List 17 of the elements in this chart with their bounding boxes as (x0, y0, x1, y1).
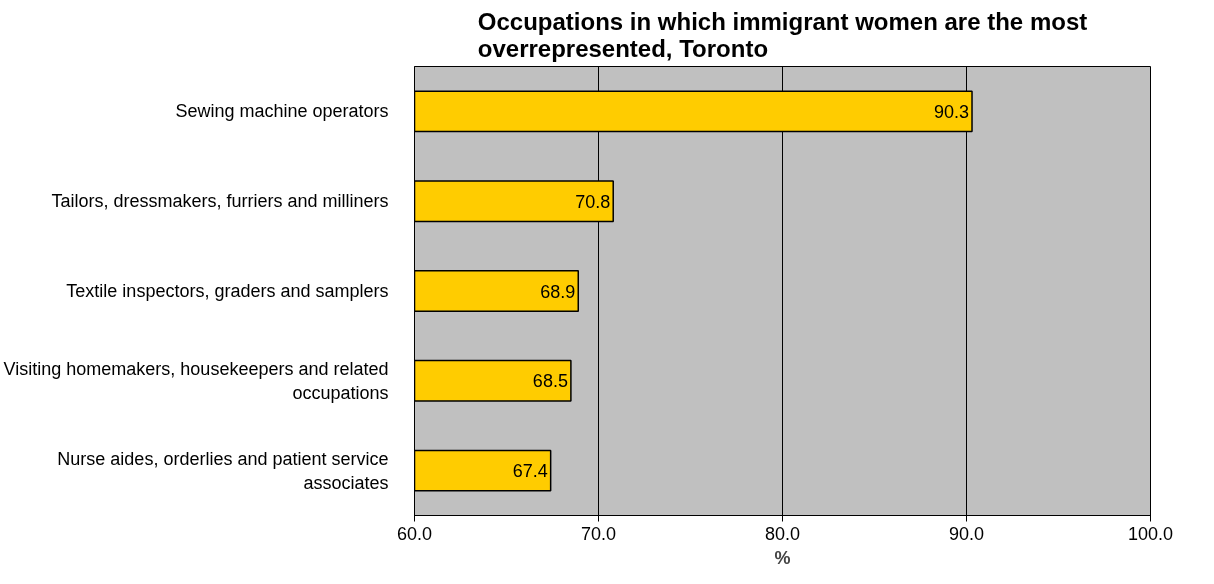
x-tick-label: 100.0 (1127, 523, 1174, 544)
x-tick-label: 90.0 (948, 523, 985, 544)
x-tick-label: 80.0 (764, 523, 801, 544)
y-tick-label: Sewing machine operators (175, 101, 389, 122)
x-tick-label: 60.0 (396, 523, 433, 544)
y-tick-label: Tailors, dressmakers, furriers and milliners (51, 191, 389, 212)
y-tick-label: Nurse aides, orderlies and patient service associates (57, 448, 389, 493)
data-label: 70.8 (575, 191, 611, 212)
data-label: 90.3 (933, 101, 970, 122)
y-tick-label: Textile inspectors, graders and samplers (66, 281, 389, 301)
y-tick-label: Visiting homemakers, housekeepers and related occupations (3, 358, 389, 403)
x-axis-title: % (774, 547, 791, 568)
data-label: 68.5 (532, 371, 568, 392)
data-label: 68.9 (540, 281, 576, 302)
chart-title: Occupations in which immigrant women are the most overrepresented, Toronto (477, 7, 1088, 62)
data-label: 67.4 (512, 461, 548, 482)
x-tick-label: 70.0 (580, 523, 617, 544)
